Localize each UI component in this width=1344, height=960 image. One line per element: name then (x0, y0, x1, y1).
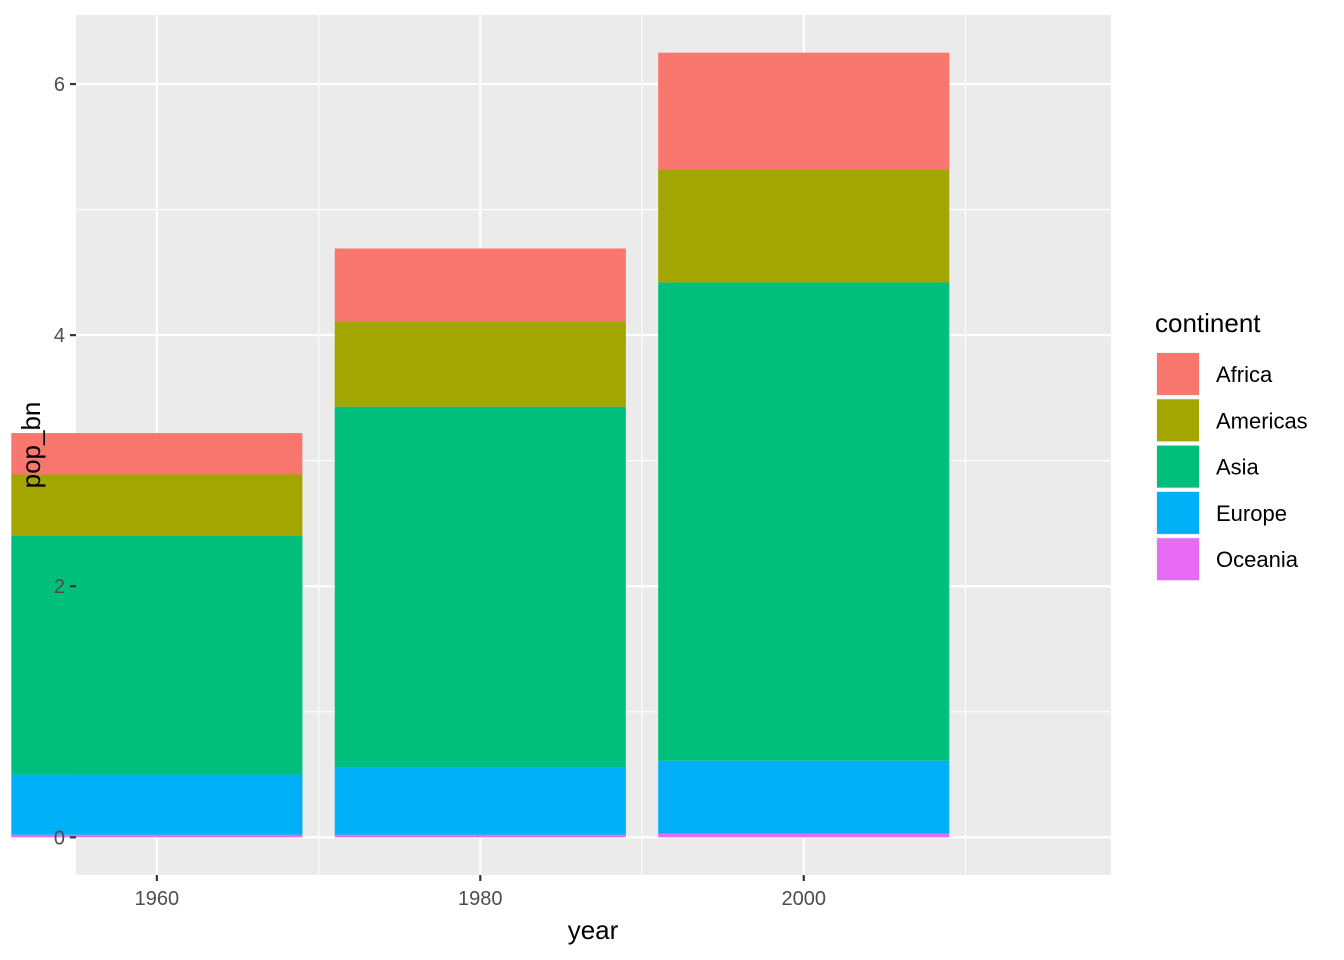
bar-segment-americas-1980 (334, 321, 626, 407)
legend-swatch (1157, 445, 1199, 488)
bar-stack-2000 (658, 52, 950, 838)
y-tick-label: 0 (54, 827, 65, 849)
bar-segment-oceania-1960 (11, 834, 303, 838)
legend-title: continent (1155, 308, 1261, 338)
bar-stack-1980 (334, 248, 626, 838)
legend: continent Africa Americas Asia Europe Oceani… (1155, 308, 1308, 582)
bar-segment-americas-1960 (11, 474, 303, 537)
legend-label: Americas (1216, 408, 1308, 433)
legend-items: Africa Americas Asia Europe Oceania (1156, 352, 1308, 582)
legend-swatch (1157, 491, 1199, 534)
x-axis: 1960 1980 2000 (135, 875, 826, 910)
legend-swatch (1157, 399, 1199, 442)
bar-segment-oceania-1980 (334, 834, 626, 838)
legend-item-americas: Americas (1156, 398, 1308, 443)
legend-item-europe: Europe (1156, 490, 1287, 535)
legend-label: Asia (1216, 455, 1260, 480)
legend-item-oceania: Oceania (1156, 537, 1299, 582)
y-axis-title: pop_bn (16, 402, 46, 489)
bar-segment-africa-1960 (11, 433, 303, 475)
y-axis: 0 2 4 6 (54, 74, 76, 849)
x-axis-title: year (568, 915, 619, 945)
legend-item-africa: Africa (1156, 352, 1273, 396)
legend-item-asia: Asia (1156, 444, 1260, 489)
bar-segment-oceania-2000 (658, 833, 950, 838)
bar-segment-americas-2000 (658, 169, 950, 283)
y-tick-label: 4 (54, 325, 65, 347)
bar-stacks (11, 52, 950, 838)
bar-segment-asia-2000 (658, 282, 950, 761)
bar-segment-asia-1960 (11, 536, 303, 775)
bar-segment-africa-2000 (658, 52, 950, 170)
bar-segment-europe-2000 (658, 760, 950, 834)
legend-swatch (1157, 353, 1199, 395)
y-tick-label: 2 (54, 576, 65, 598)
bar-segment-europe-1980 (334, 767, 626, 835)
bar-segment-asia-1980 (334, 406, 626, 768)
x-tick-label: 2000 (781, 888, 826, 910)
legend-label: Africa (1216, 362, 1273, 387)
legend-label: Europe (1216, 501, 1287, 526)
legend-swatch (1157, 538, 1199, 581)
bar-stack-1960 (11, 433, 303, 838)
bar-segment-europe-1960 (11, 774, 303, 835)
x-tick-label: 1960 (135, 888, 180, 910)
bar-segment-africa-1980 (334, 248, 626, 322)
y-tick-label: 6 (54, 74, 65, 96)
legend-label: Oceania (1216, 547, 1299, 572)
x-tick-label: 1980 (458, 888, 503, 910)
